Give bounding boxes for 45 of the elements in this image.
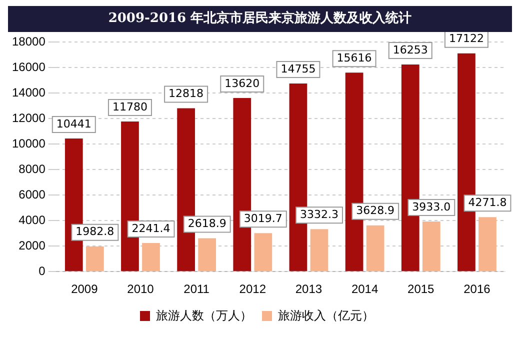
data-label: 14755: [280, 62, 316, 76]
y-tick-label: 6000: [18, 187, 46, 202]
data-label: 2618.9: [188, 217, 226, 230]
bar: [142, 243, 160, 272]
x-tick-label: 2011: [184, 282, 210, 296]
y-tick-label: 16000: [12, 60, 46, 74]
data-label: 3332.3: [300, 208, 338, 221]
y-tick-label: 4000: [18, 212, 46, 227]
bar: [86, 246, 104, 272]
data-label: 17122: [448, 32, 484, 46]
legend-label: 旅游人数（万人）: [156, 308, 252, 322]
x-tick-label: 2012: [239, 282, 266, 296]
data-label: 3628.9: [356, 204, 395, 218]
x-tick-label: 2013: [295, 282, 322, 296]
data-label: 16253: [392, 43, 428, 56]
data-label: 3019.7: [244, 212, 282, 225]
bar: [310, 229, 328, 272]
y-tick-label: 8000: [18, 162, 46, 176]
data-label: 4271.8: [468, 196, 507, 210]
x-tick-label: 2010: [127, 282, 154, 296]
data-label: 10441: [56, 117, 92, 130]
y-tick-label: 2000: [18, 238, 46, 252]
bar: [422, 221, 440, 272]
x-tick-label: 2009: [71, 282, 98, 296]
y-tick-label: 0: [38, 264, 46, 278]
y-tick-label: 14000: [12, 85, 46, 100]
data-label: 12818: [168, 87, 204, 100]
x-tick-label: 2016: [464, 282, 491, 296]
x-tick-label: 2015: [408, 282, 435, 296]
x-tick-label: 2014: [351, 282, 378, 296]
y-tick-label: 10000: [12, 136, 46, 150]
data-label: 13620: [224, 76, 260, 90]
chart-title: 2009-2016 年北京市居民来京旅游人数及收入统计: [8, 6, 512, 32]
data-label: 3933.0: [412, 200, 451, 214]
data-label: 11780: [112, 100, 148, 114]
bar: [254, 233, 272, 272]
data-label: 15616: [336, 51, 372, 64]
bar: [366, 225, 384, 272]
y-tick-label: 18000: [12, 34, 46, 49]
data-label: 2241.4: [132, 222, 170, 235]
bar: [198, 238, 216, 272]
bar: [478, 217, 496, 272]
y-tick-label: 12000: [12, 110, 46, 125]
legend-label: 旅游收入（亿元）: [278, 308, 374, 322]
data-label: 1982.8: [76, 225, 114, 238]
